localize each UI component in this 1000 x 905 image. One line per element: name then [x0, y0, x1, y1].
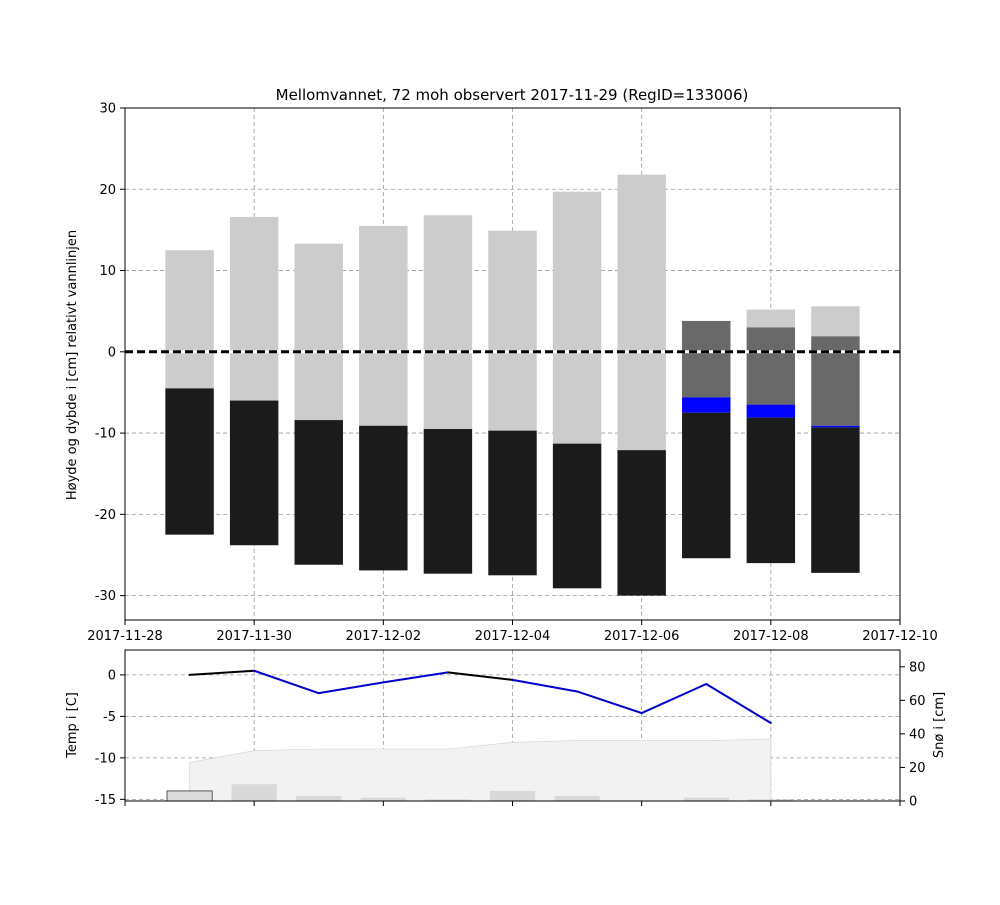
temperature-line — [317, 681, 385, 695]
y-tick-label: 10 — [99, 264, 116, 279]
new-snow-bar — [683, 797, 729, 801]
x-tick-label: 2017-12-02 — [346, 629, 422, 644]
snow-bar — [229, 216, 279, 401]
temperature-line — [188, 669, 256, 676]
weather-plot-area: -15 -10 -5 0 0 20 40 60 80 — [95, 649, 926, 810]
slush-bar — [746, 327, 796, 405]
temp-tick-label: -15 — [95, 793, 116, 808]
ice-bar — [359, 425, 408, 571]
water-bar — [682, 397, 731, 413]
snow-bar — [617, 174, 666, 451]
y-tick-label: -30 — [95, 589, 116, 604]
y-tick-label: 30 — [99, 102, 116, 117]
x-tick-label: 2017-12-04 — [475, 629, 551, 644]
temperature-line — [705, 683, 772, 725]
temp-tick-label: -10 — [95, 751, 116, 766]
temperature-line — [511, 678, 579, 693]
x-tick-label: 2017-12-06 — [604, 629, 680, 644]
ice-bar — [746, 417, 796, 564]
snow-tick-label: 60 — [909, 694, 926, 709]
ice-bar — [229, 400, 279, 546]
y-axis-label-snow: Snø i [cm] — [932, 692, 947, 758]
x-tick-label: 2017-11-30 — [216, 629, 292, 644]
new-snow-bar — [748, 799, 794, 801]
snow-tick-label: 80 — [909, 660, 926, 675]
ice-bar — [552, 443, 602, 589]
snow-bar — [423, 215, 473, 430]
ice-bar — [165, 388, 214, 535]
temp-tick-label: -5 — [103, 710, 116, 725]
ice-bar — [811, 427, 860, 573]
snow-tick-label: 40 — [909, 727, 926, 742]
y-tick-label: -20 — [95, 508, 116, 523]
snow-tick-label: 0 — [909, 795, 917, 810]
new-snow-bar — [296, 795, 342, 801]
temp-tick-label: 0 — [108, 668, 116, 683]
temperature-line — [576, 690, 643, 715]
main-plot-area: -30 -20 -10 0 10 20 30 2017-11-28 2017-11-30 2017… — [87, 102, 938, 645]
x-tick-label: 2017-12-10 — [862, 629, 938, 644]
temperature-line — [446, 671, 514, 681]
temperature-line — [640, 683, 708, 715]
ice-bar — [617, 450, 666, 596]
temperature-line — [382, 671, 449, 684]
new-snow-bar — [231, 784, 277, 801]
slush-bar — [811, 336, 860, 426]
y-axis-label-main: Høyde og dybde i [cm] relativt vannlinje… — [65, 230, 80, 500]
snow-bar — [811, 306, 860, 337]
snow-bar — [552, 191, 602, 444]
temperature-line — [253, 669, 320, 695]
slush-bar — [682, 320, 731, 398]
snow-bar — [294, 243, 343, 421]
snow-tick-label: 20 — [909, 761, 926, 776]
y-tick-label: 20 — [99, 183, 116, 198]
ice-bar — [423, 429, 473, 574]
new-snow-bar — [554, 795, 600, 801]
snow-depth-area — [189, 738, 772, 802]
snow-bar — [165, 250, 214, 389]
y-tick-label: -10 — [95, 427, 116, 442]
ice-bar — [294, 420, 343, 565]
water-bar — [811, 425, 860, 428]
new-snow-bar — [166, 790, 213, 802]
new-snow-bar — [360, 797, 406, 801]
ice-bar — [488, 430, 537, 576]
snow-bar — [488, 230, 537, 431]
y-axis-label-temp: Temp i [C] — [65, 692, 80, 759]
water-bar — [746, 404, 796, 418]
x-tick-label: 2017-12-08 — [733, 629, 809, 644]
snow-bar — [746, 309, 796, 328]
snow-bar — [359, 225, 408, 426]
y-tick-label: 0 — [108, 345, 116, 360]
x-tick-label: 2017-11-28 — [87, 629, 163, 644]
ice-bar — [682, 412, 731, 559]
chart-title: Mellomvannet, 72 moh observert 2017-11-2… — [276, 86, 749, 104]
new-snow-bar — [489, 790, 536, 801]
new-snow-bar — [425, 799, 471, 801]
